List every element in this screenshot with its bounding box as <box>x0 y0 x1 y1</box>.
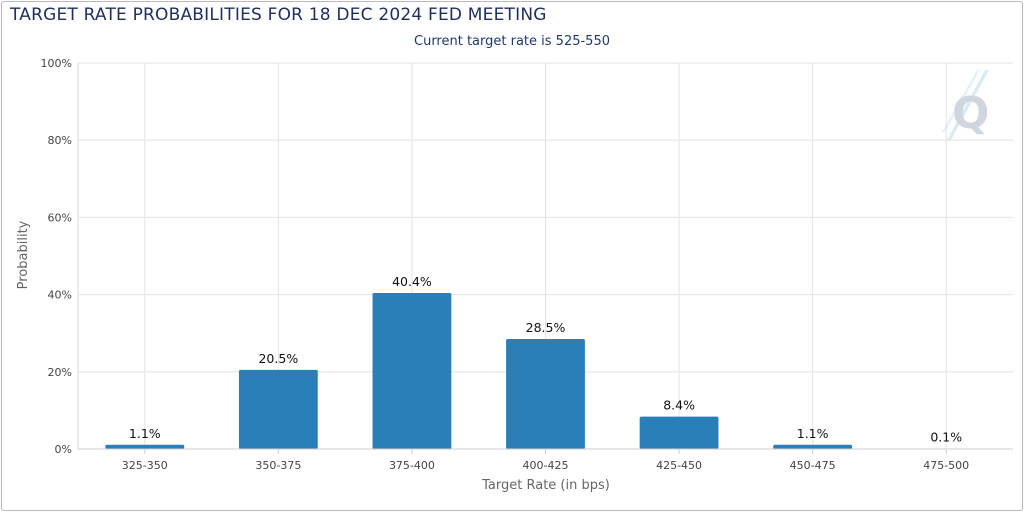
y-tick-label: 40% <box>48 289 72 302</box>
data-label: 1.1% <box>129 426 161 441</box>
bars <box>105 293 986 449</box>
x-tick-label: 425-450 <box>656 459 702 472</box>
bar[interactable] <box>506 338 585 449</box>
bar[interactable] <box>639 416 719 449</box>
chart-title: TARGET RATE PROBABILITIES FOR 18 DEC 202… <box>10 5 547 25</box>
y-tick-label: 60% <box>48 211 72 224</box>
y-tick-label: 20% <box>48 366 72 379</box>
x-axis-title: Target Rate (in bps) <box>481 478 610 493</box>
y-tick-label: 0% <box>55 443 72 456</box>
x-tick-label: 325-350 <box>122 459 168 472</box>
data-labels: 1.1% 20.5% 40.4% 28.5% 8.4% 1.1% 0.1% <box>129 274 962 445</box>
data-label: 0.1% <box>930 430 962 445</box>
x-tick-label: 375-400 <box>389 459 435 472</box>
x-tick-label: 475-500 <box>923 459 969 472</box>
x-tick-label: 400-425 <box>523 459 569 472</box>
watermark-letter: Q <box>952 88 989 139</box>
axes: 0% 20% 40% 60% 80% 100% 325-350 350-375 375-400 4… <box>41 57 1013 472</box>
y-tick-label: 80% <box>48 134 72 147</box>
bar[interactable] <box>372 293 452 449</box>
data-label: 28.5% <box>526 320 566 335</box>
data-label: 40.4% <box>392 274 432 289</box>
data-label: 20.5% <box>258 351 298 366</box>
chart-subtitle: Current target rate is 525-550 <box>414 34 610 49</box>
bar[interactable] <box>238 369 318 449</box>
data-label: 1.1% <box>797 426 829 441</box>
bar[interactable] <box>105 444 185 449</box>
data-label: 8.4% <box>663 398 695 413</box>
x-tick-label: 450-475 <box>790 459 836 472</box>
y-axis-title: Probability <box>16 220 31 289</box>
quikstrike-logo: Q <box>942 70 989 140</box>
x-tick-label: 350-375 <box>255 459 301 472</box>
y-tick-label: 100% <box>41 57 72 70</box>
bar[interactable] <box>773 444 853 449</box>
